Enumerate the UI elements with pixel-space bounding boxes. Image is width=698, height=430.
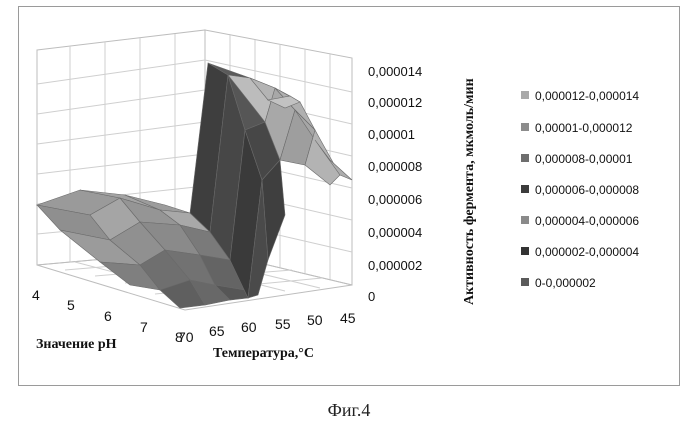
temperature-tick-label: 60 (241, 319, 257, 335)
legend-entry: 0,000008-0,00001 (535, 152, 633, 166)
z-tick-label: 0 (368, 289, 375, 304)
temperature-tick-label: 50 (307, 312, 323, 328)
temperature-tick-label: 65 (209, 323, 225, 339)
z-axis-title: Активность фермента, мкмоль/мин (462, 78, 477, 305)
z-tick-label: 0,000012 (368, 95, 422, 110)
legend-entry: 0,000004-0,000006 (535, 214, 639, 228)
legend-entry: 0-0,000002 (535, 276, 596, 290)
legend-swatch (521, 247, 529, 255)
legend-entry: 0,000012-0,000014 (535, 89, 639, 103)
ph-axis-title: Значение pH (36, 337, 117, 352)
temperature-axis-title: Температура,°С (213, 346, 314, 361)
legend-swatch (521, 154, 529, 162)
legend-entry: 0,000006-0,000008 (535, 183, 639, 197)
legend-swatch (521, 185, 529, 193)
z-tick-label: 0,000004 (368, 225, 422, 240)
z-tick-label: 0,00001 (368, 127, 415, 142)
temperature-tick-label: 55 (275, 316, 291, 332)
figure-caption: Фиг.4 (0, 400, 698, 421)
legend-swatch (521, 123, 529, 131)
temperature-axis: 70 65 60 55 50 45 (178, 310, 356, 345)
legend-swatch (521, 216, 529, 224)
legend-swatch (521, 91, 529, 99)
legend-swatch (521, 278, 529, 286)
ph-tick-label: 5 (67, 297, 75, 313)
ph-tick-label: 7 (140, 319, 148, 335)
ph-tick-label: 6 (104, 308, 112, 324)
legend: 0,000012-0,000014 0,00001-0,000012 0,000… (521, 89, 639, 290)
z-tick-label: 0,000006 (368, 192, 422, 207)
temperature-tick-label: 70 (178, 329, 194, 345)
z-tick-label: 0,000002 (368, 258, 422, 273)
temperature-tick-label: 45 (340, 310, 356, 326)
z-axis: 0 0,000002 0,000004 0,000006 0,000008 0,… (368, 64, 422, 304)
ph-tick-label: 4 (32, 287, 40, 303)
z-tick-label: 0,000008 (368, 159, 422, 174)
legend-entry: 0,000002-0,000004 (535, 245, 639, 259)
z-tick-label: 0,000014 (368, 64, 422, 79)
legend-entry: 0,00001-0,000012 (535, 121, 633, 135)
